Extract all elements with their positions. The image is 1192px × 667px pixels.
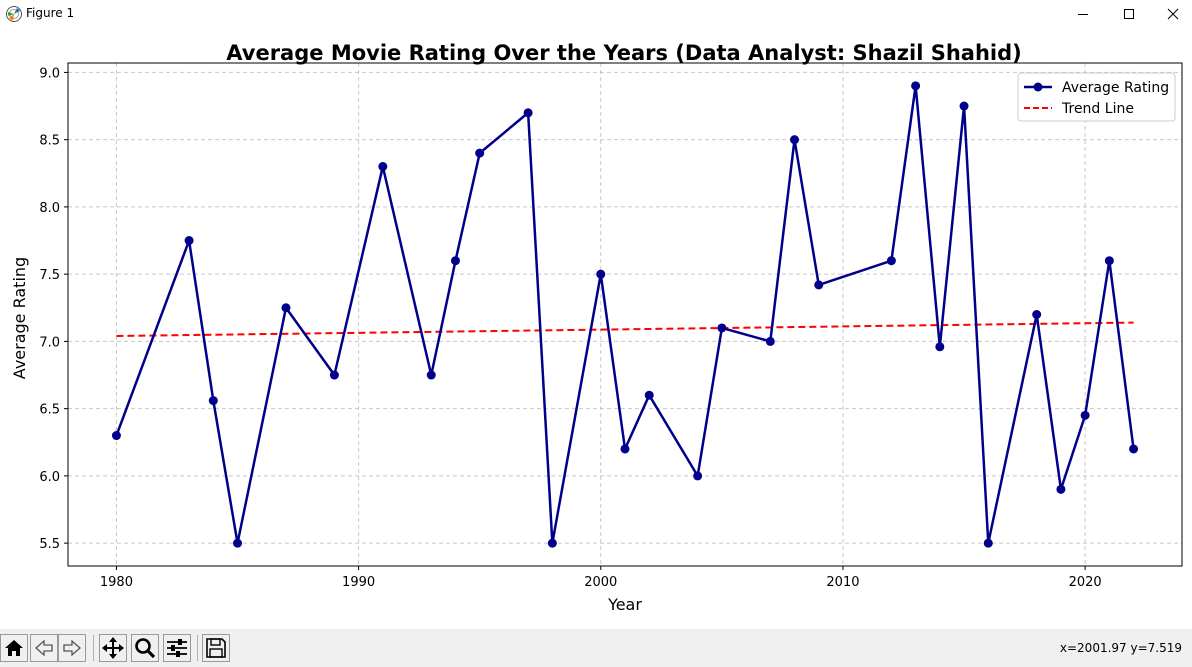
maximize-button[interactable] [1106,0,1152,28]
cursor-coordinates: x=2001.97 y=7.519 [1059,641,1182,655]
legend: Average Rating Trend Line [1017,72,1176,122]
y-tick-label: 5.5 [39,537,60,552]
rating-point [959,101,969,111]
legend-rating-label: Average Rating [1062,80,1169,96]
x-axis-label: Year [607,595,642,614]
figure-canvas[interactable]: Average Movie Rating Over the Years (Dat… [0,28,1192,629]
rating-point [644,390,654,400]
window-title: Figure 1 [26,6,75,20]
rating-point [378,162,388,172]
rating-point [935,342,945,352]
rating-point [1080,410,1090,420]
save-button[interactable] [202,634,230,662]
rating-point [523,108,533,118]
minimize-button[interactable] [1060,0,1106,28]
rating-point [233,538,243,548]
legend-rating-marker [1033,82,1043,92]
rating-point [475,148,485,158]
y-tick-label: 9.0 [39,66,60,81]
x-tick-label: 2020 [1069,575,1102,590]
toolbar-separator [197,635,198,661]
title-bar: Figure 1 [0,0,1192,28]
navigation-toolbar: x=2001.97 y=7.519 [0,629,1192,667]
rating-point [1032,310,1042,319]
rating-point [426,370,436,380]
pan-icon [102,637,124,659]
y-axis-label: Average Rating [10,257,29,379]
rating-point [814,280,824,290]
x-tick-label: 1990 [342,575,375,590]
y-tick-label: 6.0 [39,470,60,485]
rating-point [693,471,703,481]
rating-point [1056,484,1066,494]
legend-box [1017,72,1176,122]
forward-button[interactable] [58,634,86,662]
chart-title: Average Movie Rating Over the Years (Dat… [226,41,1021,65]
y-tick-label: 6.5 [39,403,60,418]
rating-point [547,538,557,548]
toolbar-separator [93,635,94,661]
home-button[interactable] [0,634,28,662]
minimize-icon [1078,14,1088,15]
rating-point [765,336,775,346]
rating-point [450,256,460,266]
y-tick-label: 8.0 [39,201,60,216]
matplotlib-app-icon [6,6,22,22]
zoom-button[interactable] [131,634,159,662]
grid [68,63,1182,566]
rating-point [620,444,630,454]
rating-point [717,323,727,333]
y-tick-label: 7.0 [39,335,60,350]
rating-series-layer [111,81,1139,548]
configure-subplots-icon [167,639,187,657]
home-icon [5,640,23,656]
y-tick-label: 8.5 [39,134,60,149]
rating-point [790,135,800,145]
x-tick-label: 2010 [826,575,859,590]
rating-point [1104,256,1114,266]
x-tick-label: 1980 [100,575,133,590]
axis-ticks: 1980 1990 2000 2010 2020 5.5 6.0 6.5 7.0 7.5 8.0 8.… [39,66,1101,590]
configure-subplots-button[interactable] [163,634,191,662]
zoom-icon [135,638,156,659]
save-icon [206,638,226,658]
rating-line [115,84,1135,545]
rating-point [911,81,921,91]
plot-area-frame [67,62,1183,567]
rating-point [329,370,339,380]
rating-point [111,431,121,441]
rating-point [886,256,896,266]
pan-button[interactable] [99,634,127,662]
maximize-icon [1124,9,1134,19]
rating-point [983,538,993,548]
trend-line-layer [116,321,1134,338]
rating-point [1129,444,1139,454]
back-button[interactable] [30,634,58,662]
rating-point [281,303,291,313]
rating-point [208,396,218,406]
back-arrow-icon [35,639,53,657]
rating-point [184,236,194,246]
x-tick-label: 2000 [584,575,617,590]
close-icon [1167,8,1179,20]
forward-arrow-icon [63,639,81,657]
trend-line [116,321,1134,338]
y-tick-label: 7.5 [39,268,60,283]
rating-point [596,269,606,279]
legend-trend-label: Trend Line [1061,101,1134,117]
close-button[interactable] [1150,0,1192,28]
